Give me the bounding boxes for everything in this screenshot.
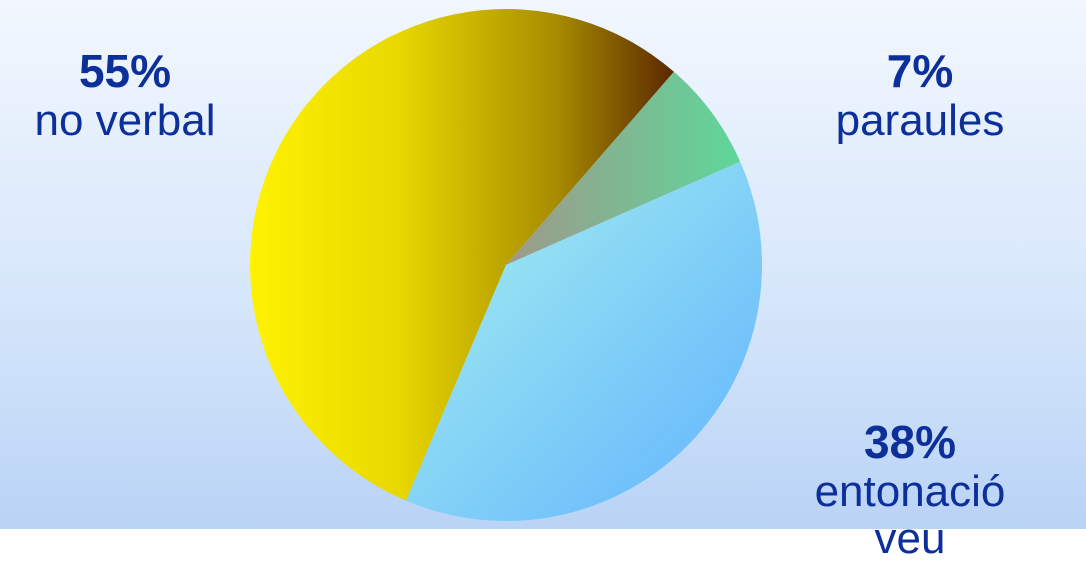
label-no-verbal-text: no verbal — [34, 95, 216, 145]
label-paraules-percent: 7% — [886, 45, 954, 97]
label-entonacio-veu-percent: 38% — [863, 416, 957, 468]
pie-slice-no-verbal — [250, 9, 674, 501]
label-paraules: 7% paraules — [800, 45, 1040, 145]
label-entonacio-veu: 38% entonació veu — [775, 416, 1045, 563]
label-no-verbal: 55% no verbal — [0, 45, 250, 145]
label-no-verbal-percent: 55% — [78, 45, 172, 97]
pie-chart — [250, 9, 763, 522]
pie-slice-paraules — [506, 71, 741, 265]
pie-slice-entonacio-veu — [405, 161, 763, 522]
label-entonacio-veu-text: entonació veu — [814, 466, 1006, 563]
label-paraules-text: paraules — [835, 95, 1005, 145]
